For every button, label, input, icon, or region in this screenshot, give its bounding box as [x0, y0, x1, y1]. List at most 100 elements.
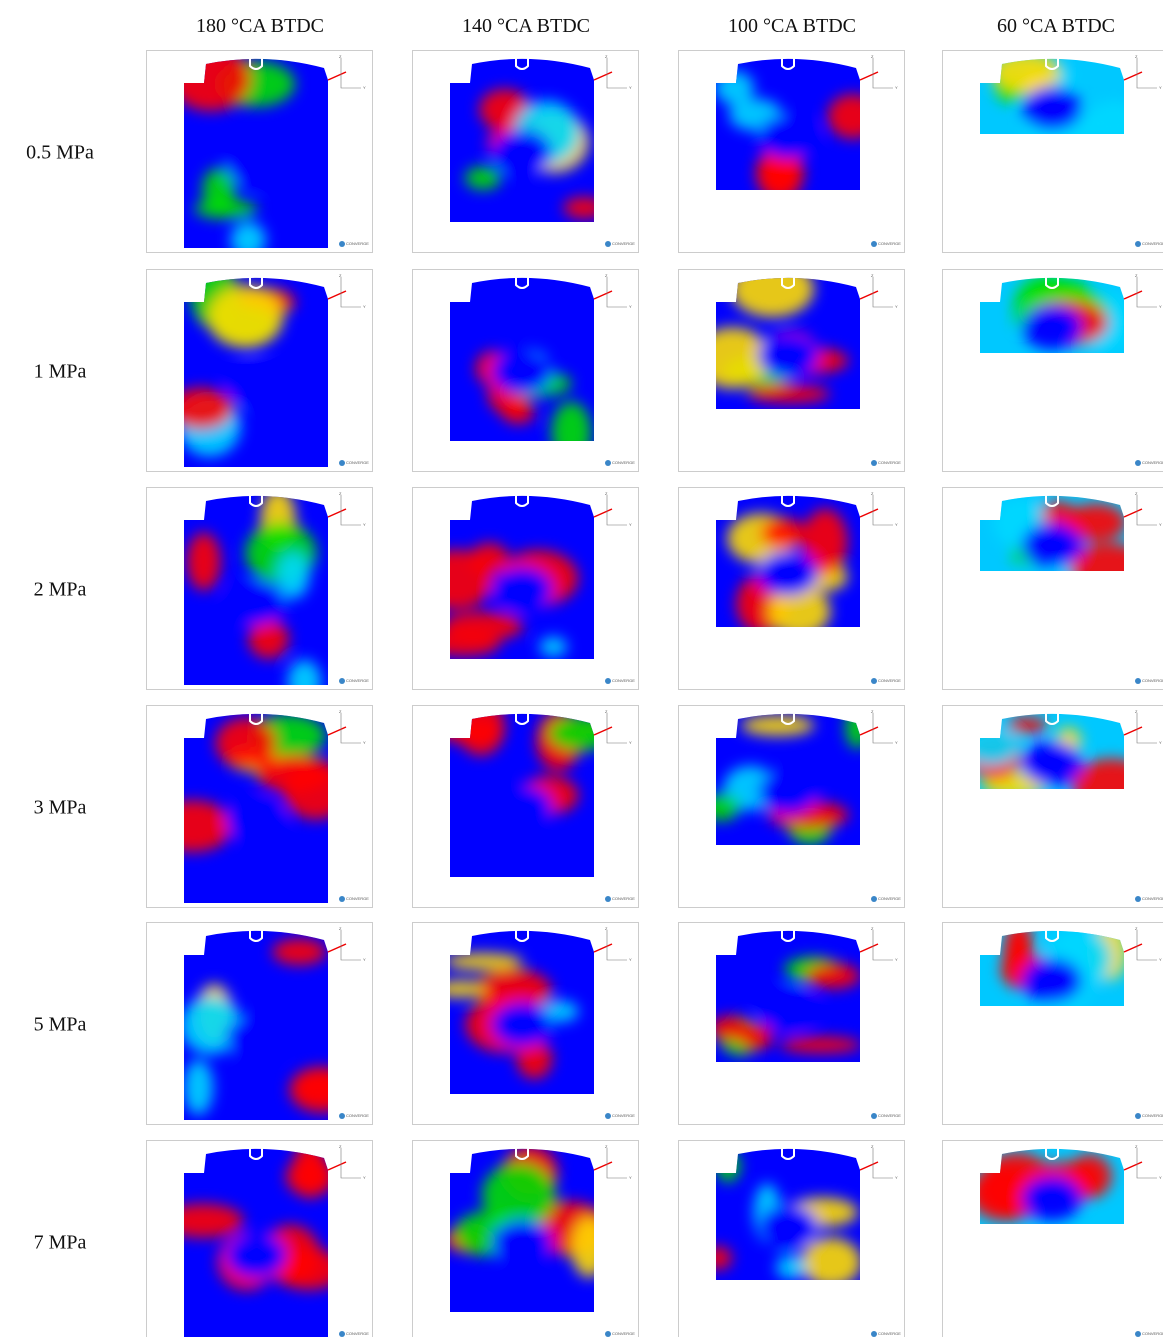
logo-mark: [339, 678, 345, 684]
logo-mark: [871, 896, 877, 902]
simulation-panel: ZYCONVERGE: [147, 922, 373, 1125]
logo-mark: [605, 678, 611, 684]
field-core: [226, 144, 286, 188]
simulation-panel: ZYCONVERGE: [413, 698, 639, 908]
logo-text: CONVERGE: [878, 896, 901, 901]
logo-mark: [1135, 1113, 1141, 1119]
field-blob: [465, 166, 502, 189]
field-core: [492, 786, 552, 830]
logo-text: CONVERGE: [346, 460, 369, 465]
logo-text: CONVERGE: [346, 1113, 369, 1118]
row-label: 3 MPa: [34, 797, 87, 819]
logo-text: CONVERGE: [1142, 1331, 1163, 1336]
logo-text: CONVERGE: [878, 1113, 901, 1118]
axis-label: Y: [363, 522, 366, 527]
logo-text: CONVERGE: [878, 678, 901, 683]
field-core: [226, 1016, 286, 1060]
field-blob: [502, 402, 534, 424]
field-blob: [760, 518, 807, 548]
axis-label: Y: [629, 85, 632, 90]
axis-label: Y: [629, 740, 632, 745]
logo-text: CONVERGE: [612, 678, 635, 683]
axis-label: Y: [629, 522, 632, 527]
field-core: [758, 552, 818, 596]
row-label: 0.5 MPa: [26, 142, 94, 164]
field-core: [492, 1221, 552, 1265]
logo-mark: [1135, 241, 1141, 247]
simulation-panel: ZYCONVERGE: [413, 269, 639, 472]
field-blob: [741, 715, 815, 736]
field-blob: [208, 285, 284, 348]
logo-mark: [605, 460, 611, 466]
row-label: 2 MPa: [34, 579, 87, 601]
field-core: [758, 1205, 818, 1249]
simulation-panel: ZYCONVERGE: [943, 920, 1163, 1124]
row-label: 1 MPa: [34, 361, 87, 383]
field-core: [492, 568, 552, 612]
field-core: [492, 350, 552, 394]
axis-label: Y: [629, 304, 632, 309]
axis-label: Y: [895, 740, 898, 745]
column-header: 60 °CA BTDC: [997, 15, 1115, 37]
field-blob: [780, 1037, 861, 1054]
column-header: 100 °CA BTDC: [728, 15, 856, 37]
axis-label: Y: [1159, 740, 1162, 745]
field-blob: [444, 953, 523, 970]
axis-label: Y: [895, 85, 898, 90]
axis-label: Y: [895, 1175, 898, 1180]
axis-label: Y: [629, 1175, 632, 1180]
simulation-panel: ZYCONVERGE: [147, 265, 373, 472]
field-core: [758, 334, 818, 378]
logo-mark: [1135, 1331, 1141, 1337]
figure: 180 °CA BTDC140 °CA BTDC100 °CA BTDC60 °…: [0, 0, 1163, 1337]
field-core: [226, 581, 286, 625]
simulation-panel: ZYCONVERGE: [147, 47, 373, 259]
logo-text: CONVERGE: [878, 1331, 901, 1336]
field-core: [758, 770, 818, 814]
logo-mark: [871, 1331, 877, 1337]
column-header: 140 °CA BTDC: [462, 15, 590, 37]
field-blob: [442, 612, 523, 641]
simulation-panel: ZYCONVERGE: [147, 1139, 373, 1337]
field-blob: [1006, 717, 1047, 733]
axis-label: Y: [363, 85, 366, 90]
simulation-panel: ZYCONVERGE: [943, 1140, 1163, 1337]
axis-label: Y: [1159, 1175, 1162, 1180]
logo-mark: [871, 678, 877, 684]
simulation-panel: ZYCONVERGE: [679, 50, 905, 253]
field-core: [226, 363, 286, 407]
field-blob: [539, 637, 567, 657]
logo-text: CONVERGE: [612, 460, 635, 465]
axis-label: Y: [1159, 304, 1162, 309]
logo-mark: [1135, 678, 1141, 684]
logo-text: CONVERGE: [1142, 678, 1163, 683]
simulation-panel: ZYCONVERGE: [147, 487, 373, 704]
field-blob: [184, 1060, 214, 1115]
logo-text: CONVERGE: [346, 241, 369, 246]
field-blob: [215, 718, 276, 769]
simulation-panel: ZYCONVERGE: [679, 487, 905, 690]
field-blob: [747, 385, 830, 403]
field-blob: [248, 619, 289, 659]
field-core: [492, 131, 552, 175]
field-blob: [801, 1238, 862, 1287]
field-blob: [231, 222, 266, 259]
logo-mark: [339, 896, 345, 902]
simulation-panel: ZYCONVERGE: [943, 487, 1163, 690]
axis-label: Y: [363, 304, 366, 309]
simulation-panel: ZYCONVERGE: [413, 922, 639, 1125]
field-core: [1022, 1177, 1082, 1221]
logo-text: CONVERGE: [878, 241, 901, 246]
simulation-panel: ZYCONVERGE: [679, 705, 905, 908]
field-blob: [470, 543, 509, 574]
logo-mark: [339, 241, 345, 247]
logo-mark: [339, 1331, 345, 1337]
logo-text: CONVERGE: [612, 1331, 635, 1336]
logo-text: CONVERGE: [1142, 1113, 1163, 1118]
